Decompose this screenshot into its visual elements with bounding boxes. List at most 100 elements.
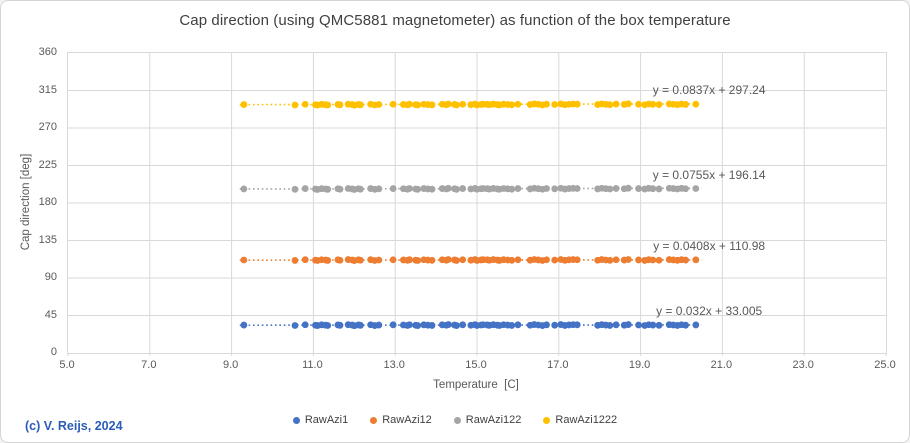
data-point-RawAzi1222 [543,100,550,108]
data-point-RawAzi1 [624,321,632,328]
y-tick-label: 135 [38,233,57,246]
data-point-RawAzi12 [635,256,642,264]
copyright-text: (c) V. Reijs, 2024 [25,419,123,433]
data-point-RawAzi1 [508,322,516,329]
data-point-RawAzi1 [453,322,460,329]
x-tick-label: 9.0 [222,359,239,371]
data-point-RawAzi12 [649,256,657,264]
trendline-equation-RawAzi1: y = 0.032x + 33.005 [656,304,763,319]
data-point-RawAzi1222 [357,101,364,109]
data-point-RawAzi1222 [406,100,413,108]
data-point-RawAzi1222 [453,101,460,109]
x-tick-label: 21.0 [710,359,733,371]
data-point-RawAzi1 [606,322,614,329]
data-point-RawAzi12 [612,256,620,264]
data-point-RawAzi1 [655,321,663,329]
chart-title: Cap direction (using QMC5881 magnetomete… [179,12,731,29]
data-point-RawAzi1222 [428,101,436,109]
x-tick-label: 11.0 [302,359,323,371]
data-point-RawAzi1222 [444,100,452,108]
x-tick-label: 25.0 [874,359,896,371]
legend-label: RawAzi1222 [555,414,618,426]
data-point-RawAzi1 [240,321,248,329]
data-point-RawAzi1222 [389,100,397,108]
data-point-RawAzi122 [453,185,460,193]
data-point-RawAzi12 [336,256,344,264]
y-tick-label: 180 [38,196,57,208]
data-point-RawAzi1 [514,321,522,329]
data-point-RawAzi122 [612,185,620,192]
data-point-RawAzi122 [573,185,581,192]
x-tick-label: 17.0 [547,359,569,371]
y-tick-label: 225 [38,158,57,171]
legend-label: RawAzi12 [382,414,432,426]
data-point-RawAzi12 [301,256,309,264]
legend-item-RawAzi12[interactable]: RawAzi12 [370,414,432,426]
data-point-RawAzi1 [357,321,364,329]
data-point-RawAzi1 [551,321,559,329]
data-point-RawAzi12 [291,257,299,264]
data-point-RawAzi12 [240,256,248,264]
data-point-RawAzi12 [375,256,383,264]
y-tick-label: 315 [38,83,57,96]
data-point-RawAzi122 [336,185,344,193]
data-point-RawAzi1222 [635,100,642,108]
data-point-RawAzi12 [551,256,559,264]
x-tick-label: 7.0 [141,359,157,371]
data-point-RawAzi1222 [655,101,663,108]
data-point-RawAzi1222 [459,100,467,108]
data-point-RawAzi1222 [692,100,700,108]
plot-area[interactable] [67,52,887,356]
data-point-RawAzi122 [240,185,248,193]
data-point-RawAzi122 [514,185,522,192]
legend-item-RawAzi1[interactable]: RawAzi1 [292,414,349,426]
data-point-RawAzi1 [444,321,452,328]
legend-label: RawAzi1 [304,414,349,426]
legend-item-RawAzi122[interactable]: RawAzi122 [453,414,521,426]
y-tick-label: 270 [38,121,57,133]
data-point-RawAzi1 [291,322,299,329]
data-point-RawAzi12 [655,256,663,264]
data-point-RawAzi12 [624,256,632,263]
data-point-RawAzi1222 [301,100,309,108]
data-point-RawAzi122 [406,185,413,192]
y-tick-label: 90 [44,271,57,283]
data-point-RawAzi1 [459,321,467,329]
y-tick-label: 45 [44,308,57,321]
legend-marker-icon [292,416,300,424]
data-point-RawAzi122 [291,185,299,193]
data-point-RawAzi122 [682,185,689,193]
legend-marker-icon [453,416,461,424]
data-point-RawAzi12 [324,257,332,264]
x-tick-label: 23.0 [792,359,814,371]
data-point-RawAzi12 [389,256,397,264]
x-tick-label: 5.0 [59,359,75,371]
data-point-RawAzi12 [682,256,689,264]
data-point-RawAzi122 [635,185,642,192]
x-tick-label: 19.0 [628,359,651,371]
data-point-RawAzi12 [543,256,550,264]
x-tick-label: 13.0 [383,359,405,371]
data-point-RawAzi12 [453,257,460,264]
data-point-RawAzi1222 [682,101,689,108]
data-point-RawAzi122 [624,184,632,192]
data-point-RawAzi1 [543,321,550,329]
data-point-RawAzi122 [459,185,467,192]
trendline-equation-RawAzi122: y = 0.0755x + 196.14 [652,167,766,182]
data-point-RawAzi12 [514,256,522,264]
data-point-RawAzi12 [606,256,614,264]
data-point-RawAzi1222 [336,101,344,109]
data-point-RawAzi12 [428,256,436,264]
data-point-RawAzi1222 [606,101,614,109]
data-point-RawAzi122 [324,185,332,193]
legend-item-RawAzi1222[interactable]: RawAzi1222 [543,414,617,426]
legend-marker-icon [370,416,378,424]
data-point-RawAzi12 [508,256,516,264]
data-point-RawAzi12 [459,256,467,264]
data-point-RawAzi122 [649,185,657,193]
data-point-RawAzi1222 [291,101,299,109]
data-point-RawAzi122 [357,185,364,193]
data-point-RawAzi122 [444,184,452,192]
data-point-RawAzi1 [692,321,700,329]
